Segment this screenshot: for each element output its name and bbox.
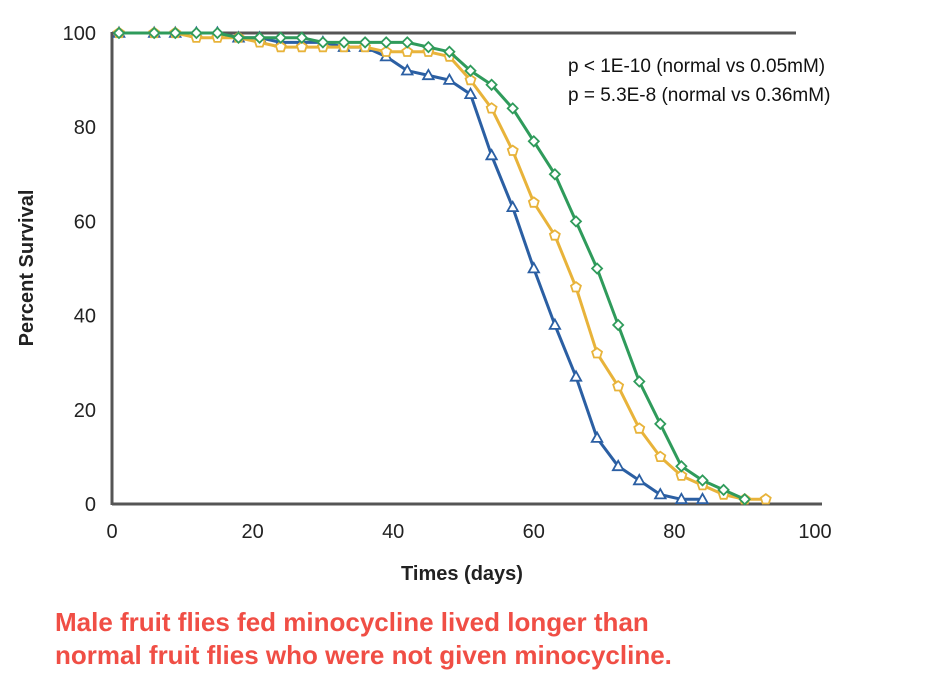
data-point-marker — [421, 68, 436, 81]
y-tick-label: 40 — [74, 306, 96, 328]
data-point-marker — [527, 261, 541, 274]
data-point-marker — [485, 102, 498, 114]
x-tick-label: 0 — [106, 521, 117, 543]
data-point-marker — [675, 469, 688, 481]
data-point-marker — [274, 31, 287, 44]
data-point-marker — [484, 148, 499, 161]
data-point-marker — [569, 369, 583, 382]
data-point-marker — [295, 31, 309, 44]
data-point-marker — [112, 26, 126, 40]
data-point-marker — [337, 36, 351, 49]
data-point-marker — [674, 491, 689, 505]
data-point-marker — [527, 196, 540, 208]
data-point-marker — [591, 346, 604, 359]
data-point-marker — [632, 473, 647, 486]
data-point-marker — [463, 86, 478, 99]
data-point-marker — [485, 78, 498, 92]
data-point-marker — [506, 144, 519, 156]
x-tick-label: 20 — [241, 521, 263, 543]
data-point-marker — [442, 72, 457, 85]
y-tick-label: 0 — [85, 494, 96, 516]
data-point-marker — [590, 430, 604, 443]
data-point-marker — [358, 36, 372, 49]
data-point-marker — [654, 450, 667, 463]
data-point-marker — [675, 460, 688, 473]
data-point-marker — [401, 36, 414, 49]
data-point-marker — [611, 458, 625, 472]
series-diamond — [112, 26, 751, 506]
data-point-marker — [147, 26, 161, 40]
data-point-marker — [400, 63, 415, 76]
data-point-marker — [569, 215, 583, 228]
x-tick-label: 40 — [382, 521, 404, 543]
data-point-marker — [274, 40, 287, 53]
data-point-marker — [190, 26, 203, 40]
caption: Male fruit flies fed minocycline lived l… — [55, 606, 915, 672]
data-point-marker — [548, 229, 561, 241]
data-point-marker — [527, 135, 541, 148]
x-tick-label: 60 — [523, 521, 545, 543]
data-point-marker — [612, 379, 625, 392]
data-point-marker — [506, 102, 519, 115]
data-point-marker — [253, 31, 266, 44]
data-point-marker — [548, 317, 562, 330]
data-point-marker — [443, 45, 456, 59]
data-point-marker — [611, 318, 625, 332]
data-point-marker — [316, 36, 330, 49]
data-point-marker — [422, 40, 435, 54]
data-point-marker — [696, 474, 709, 487]
data-point-marker — [653, 487, 668, 500]
data-point-marker — [295, 40, 308, 53]
data-point-marker — [569, 280, 582, 293]
annotation-p-value-1: p < 1E-10 (normal vs 0.05mM) — [568, 56, 825, 77]
data-point-marker — [211, 26, 224, 40]
data-point-marker — [401, 45, 414, 57]
y-axis-label: Percent Survival — [16, 190, 38, 347]
data-point-marker — [633, 422, 646, 434]
y-tick-label: 60 — [74, 211, 96, 233]
data-point-marker — [654, 417, 667, 431]
survival-chart: 0 20 40 60 80 100 0 20 40 60 80 100 Times (days) P… — [16, 23, 832, 585]
data-point-marker — [169, 26, 182, 40]
data-point-marker — [738, 493, 751, 506]
data-point-marker — [464, 73, 477, 86]
data-point-marker — [379, 36, 393, 49]
x-tick-label: 100 — [798, 521, 831, 543]
data-point-marker — [590, 262, 604, 275]
data-point-marker — [380, 45, 393, 57]
x-tick-label: 80 — [663, 521, 685, 543]
y-tick-label: 20 — [74, 400, 96, 422]
y-tick-label: 100 — [63, 23, 96, 45]
data-point-marker — [717, 483, 730, 497]
x-tick-labels: 0 20 40 60 80 100 — [106, 521, 831, 543]
data-point-marker — [548, 168, 562, 181]
series-layer — [112, 25, 772, 506]
data-point-marker — [695, 491, 710, 505]
data-point-marker — [464, 64, 477, 77]
y-tick-labels: 0 20 40 60 80 100 — [63, 23, 96, 516]
data-point-marker — [232, 31, 245, 44]
data-point-marker — [633, 375, 646, 388]
y-tick-label: 80 — [74, 117, 96, 139]
data-point-marker — [759, 492, 772, 505]
data-point-marker — [505, 199, 520, 213]
caption-line-2: normal fruit flies who were not given mi… — [55, 640, 672, 670]
annotation-p-value-2: p = 5.3E-8 (normal vs 0.36mM) — [568, 85, 830, 106]
caption-line-1: Male fruit flies fed minocycline lived l… — [55, 607, 649, 637]
x-axis-label: Times (days) — [401, 563, 523, 585]
